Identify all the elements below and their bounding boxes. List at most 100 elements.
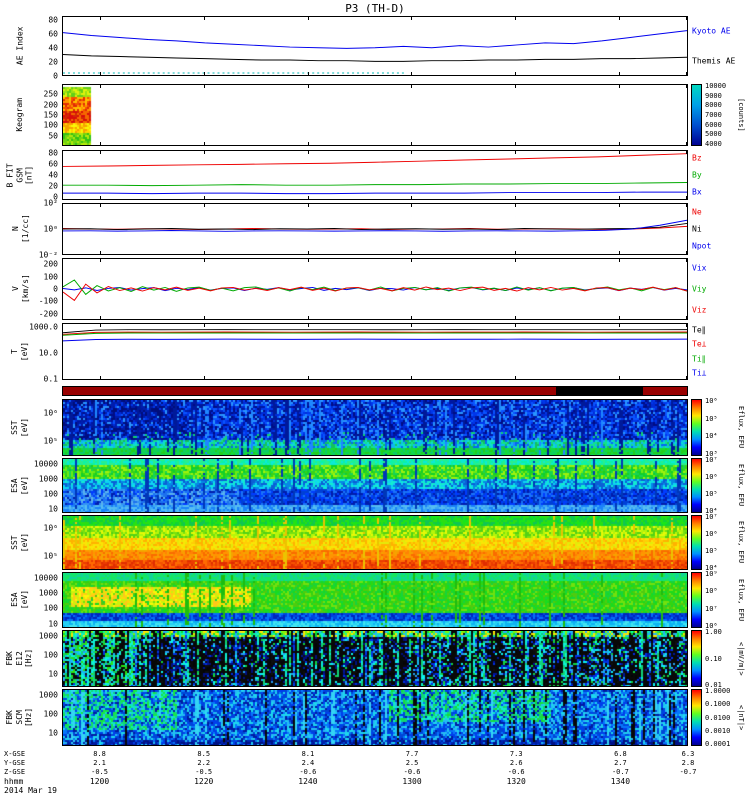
ytick-ae: 80 <box>48 15 58 25</box>
ytick-esa_electrons: 1000 <box>38 588 58 598</box>
colorbar-unit-text: Eflux, EFU <box>737 464 745 507</box>
axis-value: -0.7 <box>679 768 697 776</box>
colorbar-unit-fbk_scm: <|nT|> <box>737 689 745 746</box>
x-tick <box>686 259 687 262</box>
colorbar-unit-sst_electrons: Eflux, EFU <box>737 515 745 570</box>
legend-density-2: Npot <box>692 241 712 251</box>
plot-title: P3 (TH-D) <box>345 2 405 15</box>
axis-value: 1320 <box>506 777 526 786</box>
ytick-keogram: 200 <box>43 100 58 110</box>
ytick-keogram: 150 <box>43 110 58 120</box>
colorbar-tick-esa_ions: 10⁶ <box>705 473 718 481</box>
colorbar-unit-fbk_e: <|mV/m|> <box>737 630 745 687</box>
colorbar-tick-fbk_scm: 0.0001 <box>705 740 731 748</box>
x-tick <box>411 324 413 327</box>
x-tick <box>307 376 309 379</box>
ytick-velocity: 100 <box>43 272 58 282</box>
ytick-esa_ions: 10 <box>48 504 58 514</box>
x-tick <box>204 204 206 207</box>
ytick-ae: 20 <box>48 57 58 67</box>
axis-value: 2.5 <box>405 759 419 767</box>
x-tick <box>515 151 517 154</box>
spectrogram-fbk_e <box>63 631 687 686</box>
x-tick <box>411 85 413 88</box>
legend-velocity-0: Vix <box>692 263 707 273</box>
axis-value: 2.8 <box>681 759 695 767</box>
x-tick <box>515 142 517 145</box>
colorbar-tick-esa_electrons: 10⁸ <box>705 587 718 596</box>
x-tick <box>515 17 517 20</box>
x-tick <box>515 196 517 199</box>
ytick-ae: 40 <box>48 43 58 53</box>
axis-row-label-hhmm: hhmm <box>4 777 24 786</box>
x-tick <box>686 324 687 327</box>
colorbar-tick-keogram: 7000 <box>705 111 722 119</box>
colorbar-sst_electrons <box>691 515 702 570</box>
axis-value: 7.7 <box>405 750 419 758</box>
ytick-temperature: 0.1 <box>43 374 58 384</box>
x-tick <box>307 204 309 207</box>
colorbar-tick-fbk_e: 1.00 <box>705 628 722 636</box>
x-tick <box>411 251 413 254</box>
axis-value: 1240 <box>298 777 318 786</box>
colorbar-tick-keogram: 10000 <box>705 82 727 90</box>
axis-value: 8.8 <box>93 750 106 758</box>
legend-temperature-1: Te⊥ <box>692 339 707 349</box>
panel-regionbar <box>62 386 688 396</box>
x-tick <box>618 204 620 207</box>
x-tick <box>618 259 620 262</box>
ytick-esa_electrons: 10 <box>48 619 58 629</box>
x-tick <box>686 251 687 254</box>
x-tick <box>686 316 687 319</box>
x-tick <box>100 72 102 75</box>
x-tick <box>686 17 687 20</box>
colorbar-unit-text: <|nT|> <box>737 704 745 731</box>
colorbar-tick-esa_ions: 10⁵ <box>705 490 718 498</box>
x-tick <box>515 316 517 319</box>
legend-temperature-3: Ti⊥ <box>692 368 707 378</box>
colorbar-tick-esa_electrons: 10⁶ <box>705 622 718 630</box>
series-ni <box>63 222 687 231</box>
colorbar-fbk_scm <box>691 689 702 746</box>
bar-segment <box>555 387 644 395</box>
x-tick <box>204 151 206 154</box>
x-tick <box>618 151 620 154</box>
x-tick <box>204 324 206 327</box>
axis-row-label-Z-GSE: Z-GSE <box>4 768 26 776</box>
colorbar-tick-sst_electrons: 10⁶ <box>705 530 718 538</box>
series-te-perp <box>63 331 687 335</box>
x-tick <box>100 196 102 199</box>
panel-ae <box>62 16 688 76</box>
legend-velocity-1: Viy <box>692 284 707 294</box>
ytick-esa_electrons: 100 <box>43 603 58 613</box>
x-tick <box>515 324 517 327</box>
bar-segment <box>63 387 687 395</box>
colorbar-unit-text: <|mV/m|> <box>737 641 745 676</box>
x-tick <box>307 85 309 88</box>
ytick-fbk_e: 10 <box>48 669 58 679</box>
legend-density-0: Ne <box>692 207 702 217</box>
spectrogram-fbk_scm <box>63 690 687 745</box>
colorbar-tick-esa_electrons: 10⁷ <box>705 604 718 613</box>
x-tick <box>307 17 309 20</box>
x-tick <box>618 85 620 88</box>
legend-temperature-0: Te∥ <box>692 325 706 335</box>
colorbar-unit-keogram: [counts] <box>737 84 745 146</box>
ytick-esa_electrons: 10000 <box>33 573 58 583</box>
colorbar-tick-keogram: 4000 <box>705 140 722 148</box>
ytick-esa_ions: 100 <box>43 489 58 499</box>
ytick-ae: 60 <box>48 29 58 39</box>
ytick-density: 10⁻² <box>38 250 58 260</box>
x-tick <box>411 142 413 145</box>
colorbar-unit-esa_electrons: Eflux, EFU <box>737 572 745 628</box>
colorbar-unit-text: [counts] <box>737 98 745 132</box>
x-tick <box>100 151 102 154</box>
ytick-sst_ions: 10⁵ <box>43 436 58 446</box>
x-tick <box>515 204 517 207</box>
ytick-density: 10⁰ <box>43 224 58 234</box>
x-tick <box>204 196 206 199</box>
axis-value: 2.6 <box>509 759 523 767</box>
axis-row-label-X-GSE: X-GSE <box>4 750 26 758</box>
colorbar-tick-sst_electrons: 10⁴ <box>705 564 718 572</box>
